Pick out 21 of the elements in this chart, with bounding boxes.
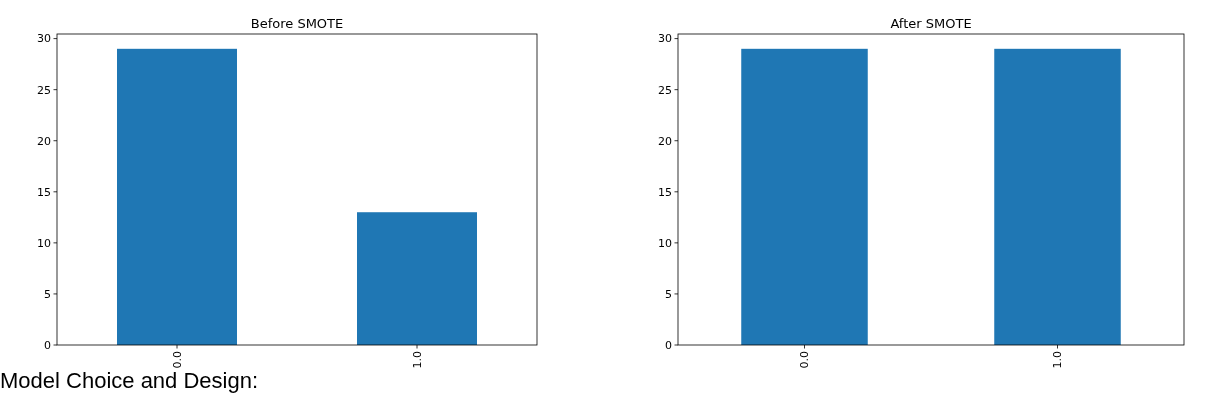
y-tick-label: 20 <box>37 134 51 148</box>
x-tick-label: 0.0 <box>798 351 812 369</box>
y-tick-label: 0 <box>44 338 51 352</box>
x-tick-label: 1.0 <box>1051 351 1065 369</box>
chart-title: Before SMOTE <box>250 16 344 31</box>
y-tick-label: 15 <box>37 185 51 199</box>
y-tick-label: 5 <box>665 287 672 301</box>
y-tick-label: 10 <box>658 236 672 250</box>
y-tick-label: 25 <box>37 83 51 97</box>
chart-title: After SMOTE <box>890 16 972 31</box>
y-tick-label: 5 <box>44 287 51 301</box>
y-tick-label: 30 <box>658 32 672 46</box>
y-tick-label: 25 <box>658 83 672 97</box>
y-tick-label: 20 <box>658 134 672 148</box>
x-tick-label: 0.0 <box>170 351 184 369</box>
y-tick-label: 0 <box>665 338 672 352</box>
x-tick-label: 1.0 <box>410 351 424 369</box>
y-tick-label: 15 <box>658 185 672 199</box>
text: Model Choice and Design: <box>0 368 259 393</box>
y-tick-label: 30 <box>37 32 51 46</box>
y-tick-label: 10 <box>37 236 51 250</box>
